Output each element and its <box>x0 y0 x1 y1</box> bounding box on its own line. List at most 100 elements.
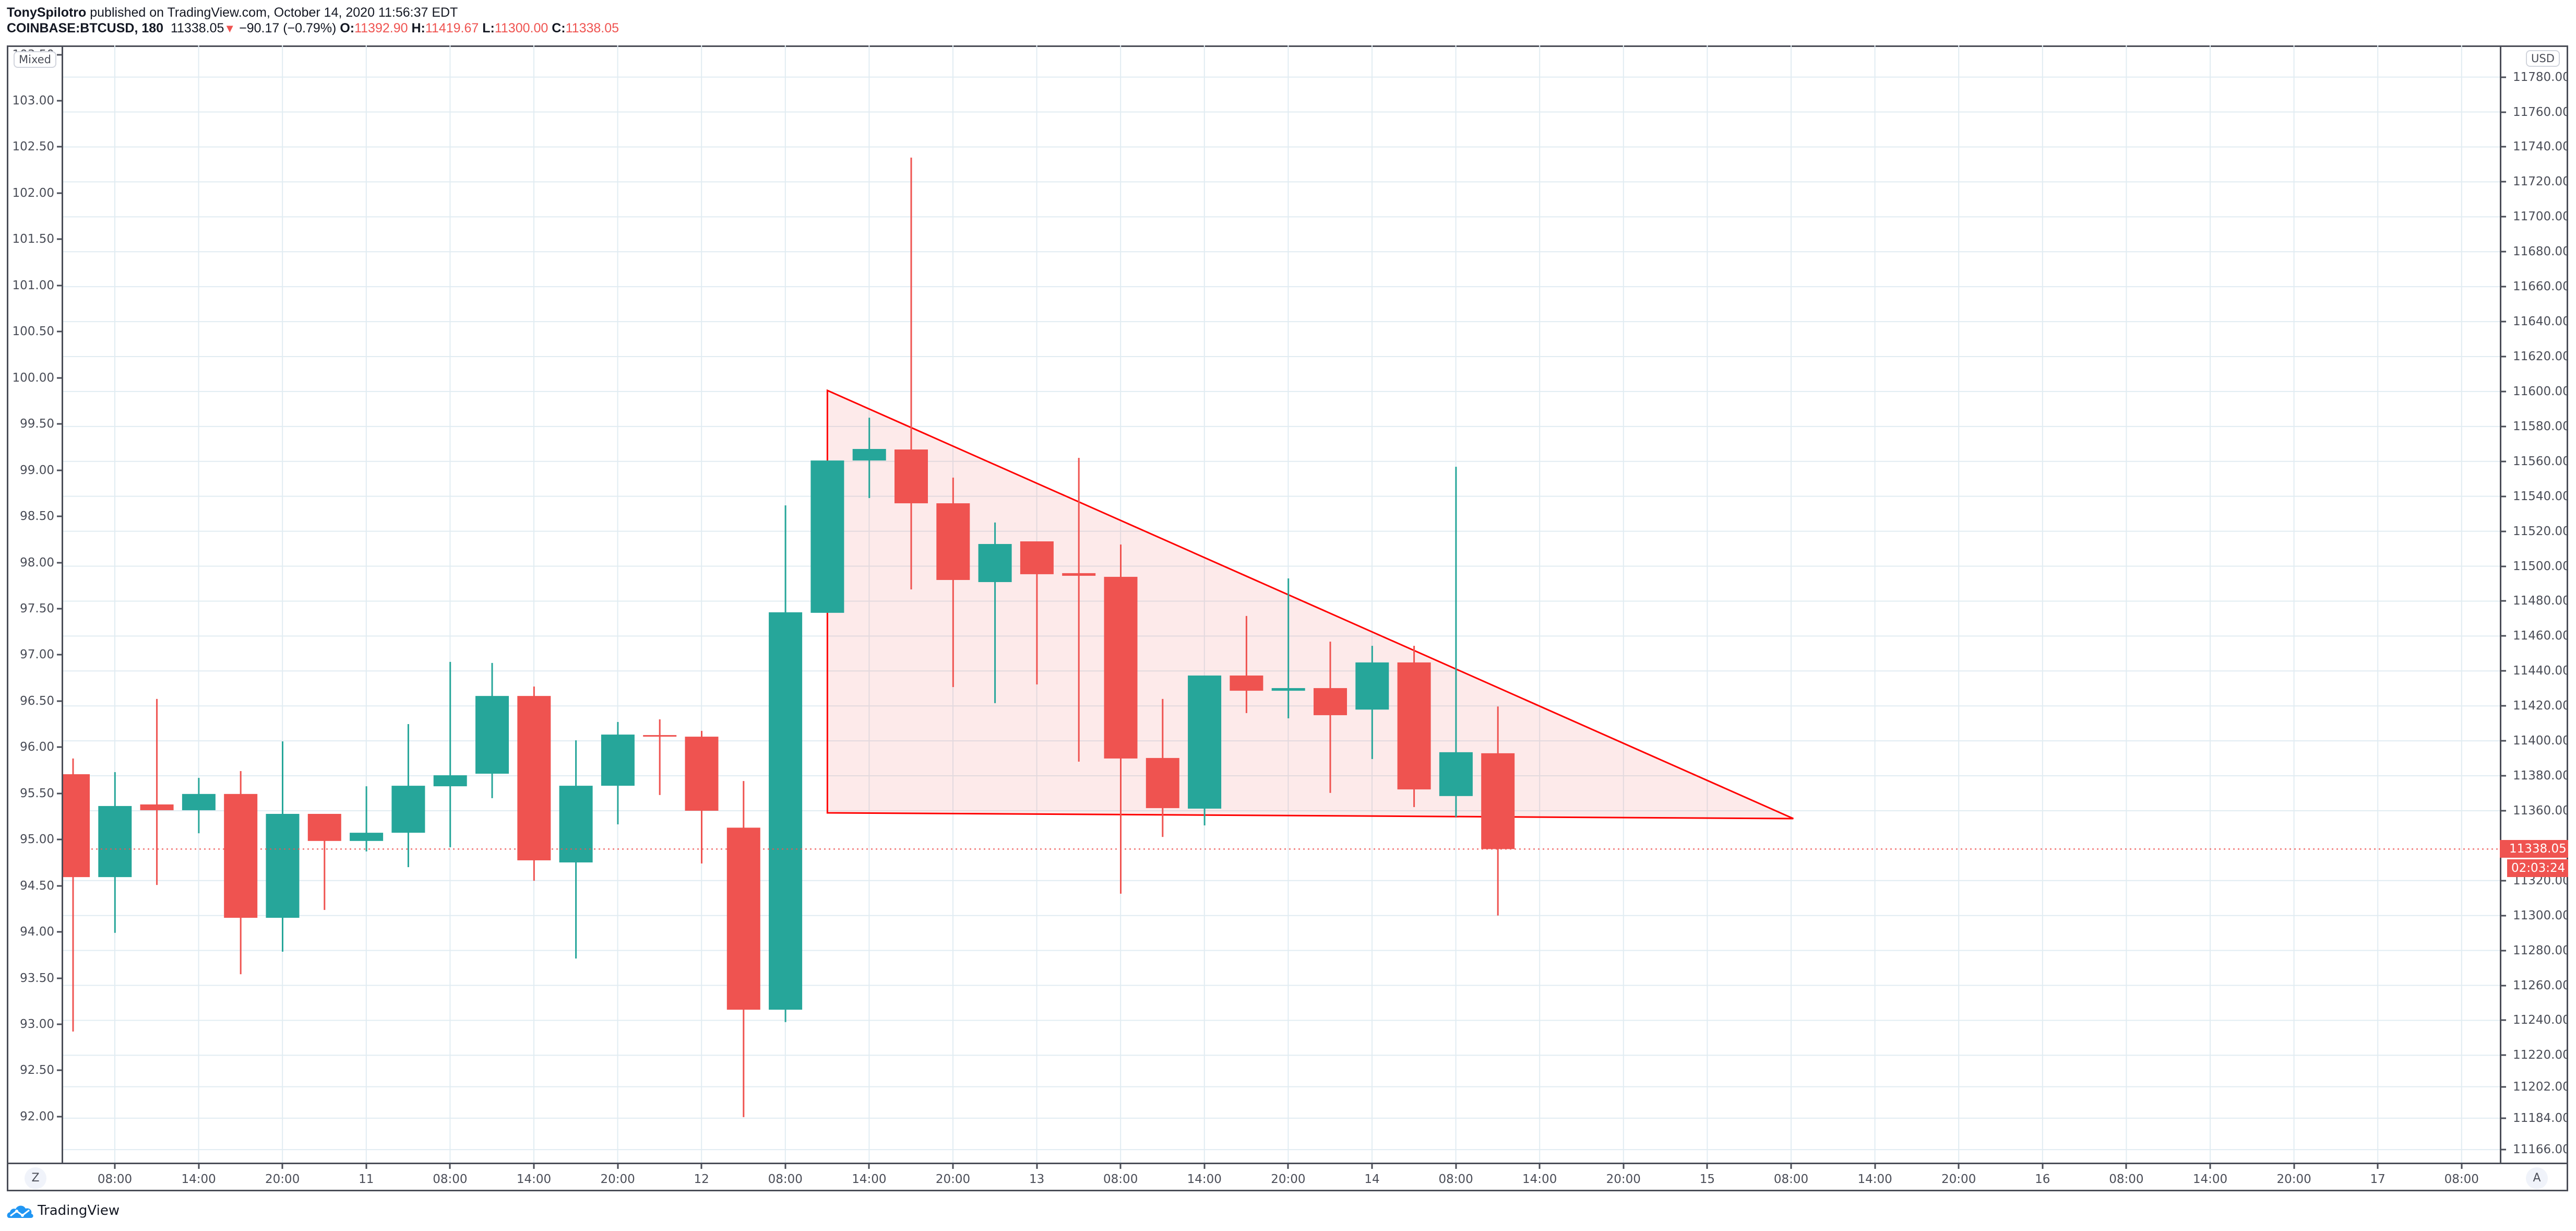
right-axis-label: 11760.00 <box>2513 105 2568 119</box>
left-axis-label: 101.00 <box>12 278 54 292</box>
axis-tick <box>2501 1054 2506 1056</box>
chart-frame <box>7 45 2568 1191</box>
axis-tick <box>1539 1164 1541 1169</box>
time-axis-label: 14:00 <box>2192 1173 2228 1186</box>
axis-tick <box>2501 76 2506 78</box>
time-axis-label: 08:00 <box>1773 1173 1809 1186</box>
axis-tick <box>57 377 62 379</box>
mixed-scale-button[interactable]: Mixed <box>14 51 56 68</box>
left-axis-label: 94.00 <box>20 925 54 939</box>
left-axis-label: 102.00 <box>12 186 54 200</box>
candle[interactable] <box>559 786 593 863</box>
open-label: O: <box>340 21 355 35</box>
axis-tick <box>2501 1019 2506 1021</box>
right-price-axis[interactable]: 11800.00 11780.00 11760.00 11740.00 11720.00… <box>2500 47 2568 1163</box>
axis-tick <box>2125 1164 2127 1169</box>
chart-plot-area[interactable] <box>63 45 2500 1163</box>
right-axis-label: 11480.00 <box>2513 594 2568 608</box>
candle[interactable] <box>1230 675 1263 691</box>
axis-tick <box>57 423 62 425</box>
axis-tick <box>114 1164 116 1169</box>
candle[interactable] <box>769 612 803 1010</box>
candle[interactable] <box>685 737 719 811</box>
candle[interactable] <box>182 794 216 810</box>
right-axis-label: 11440.00 <box>2513 664 2568 678</box>
candlestick-chart[interactable] <box>63 45 2500 1163</box>
candle[interactable] <box>350 833 384 841</box>
author-name[interactable]: TonySpilotro <box>7 5 87 20</box>
right-axis-label: 11220.00 <box>2513 1048 2568 1062</box>
candle[interactable] <box>1188 675 1222 809</box>
left-axis-label: 98.00 <box>20 555 54 570</box>
candle[interactable] <box>1439 752 1473 796</box>
candle[interactable] <box>895 449 928 504</box>
axis-tick <box>57 54 62 56</box>
tradingview-logo[interactable]: TradingView <box>6 1203 120 1218</box>
axis-tick <box>2501 530 2506 532</box>
axis-tick <box>2501 1086 2506 1088</box>
time-axis-label: 14 <box>1364 1173 1380 1186</box>
right-axis-label: 11620.00 <box>2513 350 2568 363</box>
right-axis-label: 11300.00 <box>2513 908 2568 922</box>
left-axis-label: 96.50 <box>20 694 54 708</box>
right-axis-label: 11740.00 <box>2513 140 2568 154</box>
candle[interactable] <box>391 786 425 833</box>
candle[interactable] <box>601 735 635 786</box>
time-axis-label: 08:00 <box>2444 1173 2479 1186</box>
candle[interactable] <box>517 696 551 860</box>
right-axis-label: 11400.00 <box>2513 734 2568 748</box>
candle[interactable] <box>1355 662 1389 710</box>
down-arrow-icon: ▼ <box>224 22 236 35</box>
candle[interactable] <box>936 503 970 580</box>
axis-tick <box>1455 1164 1457 1169</box>
candle[interactable] <box>224 794 258 918</box>
candle[interactable] <box>978 544 1012 582</box>
descending-triangle-drawing[interactable] <box>826 389 1794 820</box>
candle[interactable] <box>307 813 341 841</box>
axis-tick <box>2501 985 2506 987</box>
time-axis-label: 20:00 <box>1271 1173 1306 1186</box>
right-axis-label: 11680.00 <box>2513 245 2568 259</box>
candle[interactable] <box>266 813 300 918</box>
currency-label[interactable]: USD <box>2526 50 2560 67</box>
candle[interactable] <box>643 735 677 737</box>
axis-tick <box>2501 880 2506 882</box>
high-label: H: <box>411 21 425 35</box>
axis-tick <box>57 562 62 563</box>
time-axis-label: 20:00 <box>600 1173 635 1186</box>
time-axis-label: 20:00 <box>935 1173 971 1186</box>
axis-tick <box>2501 216 2506 218</box>
candle[interactable] <box>475 696 509 774</box>
candle[interactable] <box>1104 576 1138 759</box>
axis-tick <box>57 515 62 517</box>
candle[interactable] <box>63 774 90 878</box>
time-axis-label: 08:00 <box>1438 1173 1473 1186</box>
candle[interactable] <box>140 804 174 810</box>
axis-tick <box>1036 1164 1038 1169</box>
zoom-reset-button[interactable]: Z <box>25 1167 46 1189</box>
candle[interactable] <box>1020 541 1054 574</box>
candle[interactable] <box>1271 688 1305 691</box>
candle[interactable] <box>1314 688 1347 715</box>
auto-scale-button[interactable]: A <box>2526 1167 2548 1189</box>
time-axis[interactable]: 08:00 14:00 20:00 11 08:00 14:00 20:00 12 08:00 1… <box>8 1163 2568 1191</box>
candle[interactable] <box>1146 757 1179 808</box>
candle[interactable] <box>810 460 844 613</box>
candle[interactable] <box>98 806 132 878</box>
axis-tick <box>2501 1117 2506 1119</box>
close-label: C: <box>552 21 566 35</box>
candle[interactable] <box>1481 753 1515 849</box>
tradingview-cloud-icon <box>7 1205 33 1218</box>
candle[interactable] <box>1397 662 1431 790</box>
left-price-axis[interactable]: 103.50103.00102.50102.00101.50101.00100.… <box>8 47 63 1163</box>
right-axis-label: 11540.00 <box>2513 489 2568 503</box>
candle[interactable] <box>433 775 467 787</box>
candle[interactable] <box>852 449 886 461</box>
right-axis-label: 11800.00 <box>2513 47 2568 49</box>
axis-tick <box>57 700 62 702</box>
axis-tick <box>2501 635 2506 637</box>
candle[interactable] <box>1062 573 1096 576</box>
candle[interactable] <box>726 827 760 1010</box>
axis-tick <box>57 285 62 287</box>
publish-info: TonySpilotro published on TradingView.co… <box>7 5 458 20</box>
